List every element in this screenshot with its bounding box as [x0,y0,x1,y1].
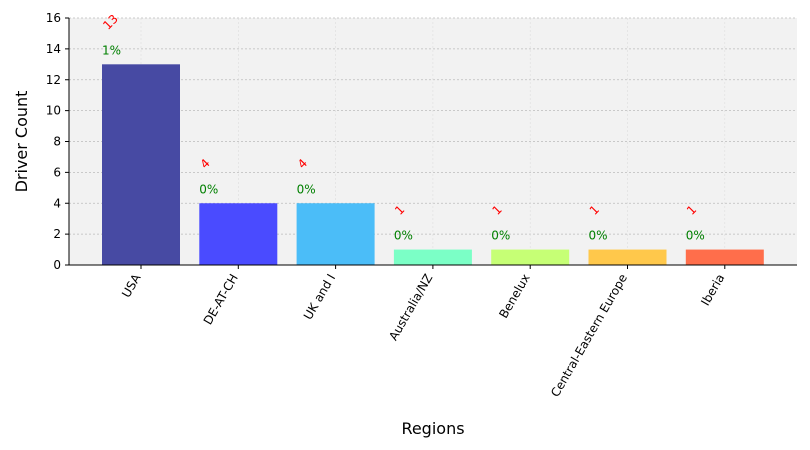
y-tick-label: 4 [53,196,61,210]
x-tick-label: Iberia [698,272,727,309]
x-tick-label: UK and I [301,272,338,323]
percent-label: 0% [589,229,608,243]
bar-de-at-ch [199,203,278,265]
bars [102,64,764,265]
x-tick-label: Benelux [496,272,532,321]
y-tick-label: 2 [53,227,61,241]
bar-benelux [491,249,570,265]
y-tick-label: 14 [46,42,61,56]
percent-label: 0% [297,182,316,196]
bar-australia-nz [393,249,472,265]
percent-label: 0% [491,229,510,243]
bar-central-eastern-europe [588,249,667,265]
x-axis-title: Regions [401,419,464,438]
percent-label: 0% [199,182,218,196]
bar-usa [102,64,180,265]
y-axis-title: Driver Count [12,91,31,193]
percent-label: 0% [394,229,413,243]
x-tick-label: DE-AT-CH [201,272,241,328]
y-tick-label: 12 [46,73,61,87]
x-tick-label: Australia/NZ [386,272,435,343]
x-tick-label: USA [119,271,144,300]
y-tick-label: 6 [53,165,61,179]
y-tick-label: 0 [53,258,61,272]
percent-label: 1% [102,43,121,57]
bar-iberia [685,249,764,265]
bar-uk-and-i [296,203,375,265]
y-tick-label: 16 [46,11,61,25]
x-tick-label: Central-Eastern Europe [548,272,630,400]
y-tick-label: 10 [46,104,61,118]
y-tick-label: 8 [53,135,61,149]
percent-label: 0% [686,229,705,243]
